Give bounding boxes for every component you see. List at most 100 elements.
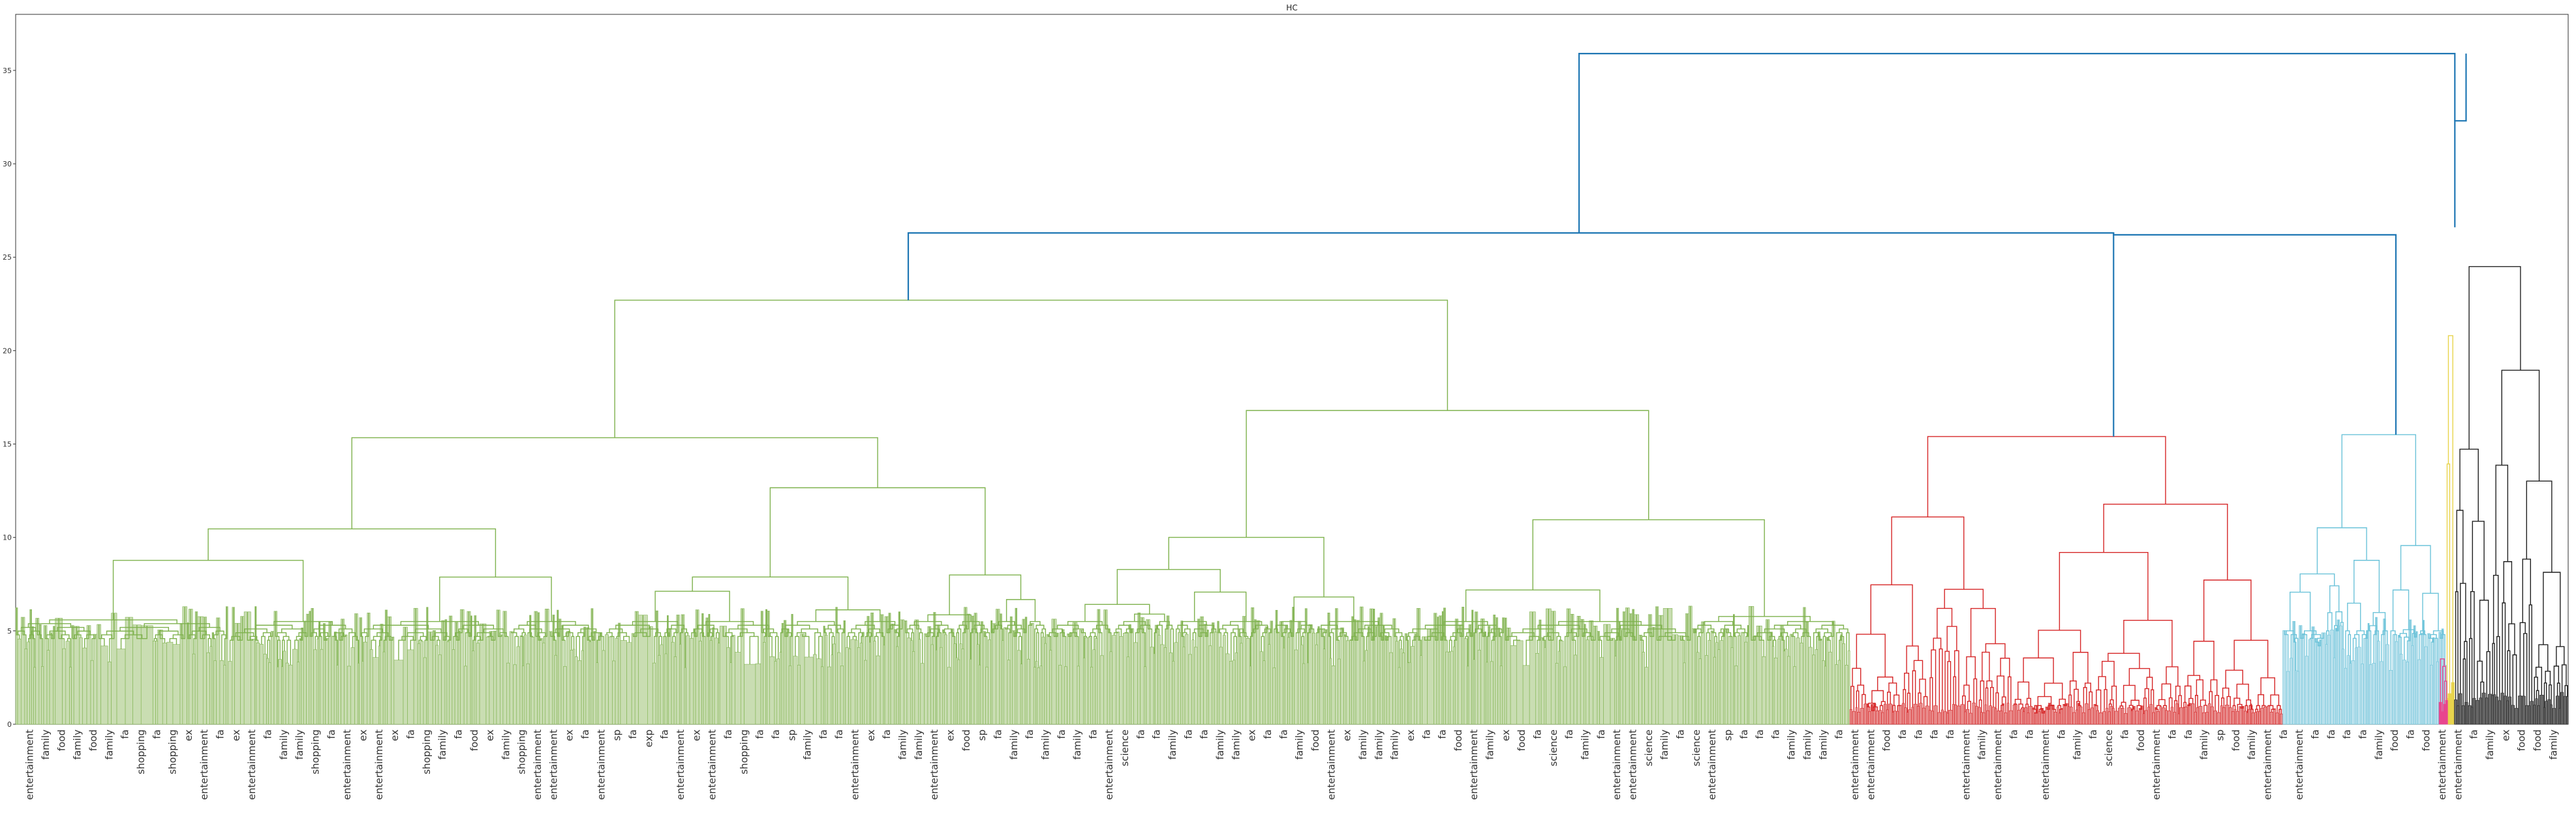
cluster-greenLRLRLLRLRL-leaf (800, 634, 805, 725)
cluster-greenRLLRLLRLLR-leaf (1182, 646, 1186, 725)
cluster-redLRRRLLL-branch (1978, 699, 1982, 713)
cluster-greenLRLLLRLRL-branch (672, 636, 676, 657)
cluster-greenRLRRRL-branch (1358, 628, 1372, 633)
cluster-greenLLRLLRLRR-branch (424, 607, 428, 658)
cluster-greenRRRLL-branch (1697, 624, 1711, 629)
cluster-greenRRLRLLLLR-branch (1512, 639, 1520, 646)
cluster-greenLRLLRLLRRR-leaf (703, 636, 707, 725)
cluster-greenRLLLRLL-branch (1118, 624, 1129, 629)
cluster-greenLLLRLRLRL-branch (281, 639, 285, 667)
cluster-greenLLLLLRLRRR-leaf (69, 667, 72, 725)
cluster-greenRRLRRRRLL-branch (1656, 606, 1662, 641)
leaf-label: family (500, 729, 512, 759)
cluster-greenLLLRLRRLLL-leaf (292, 649, 298, 725)
cluster-blackRRRRRRR-leaf (2566, 696, 2569, 725)
cluster-blackRRRRLL-leaf (2552, 708, 2556, 725)
cluster-blackRRRLLLR-branch (2536, 690, 2539, 706)
cluster-greenLRRRLRRLL-branch (1013, 608, 1017, 637)
cluster-greenRLLRRRRLR-leaf (1265, 626, 1268, 725)
cluster-greenRLRRR-branch (1364, 624, 1392, 629)
leaf-label: fa (2024, 729, 2036, 739)
cluster-greenRLRRLLLL-leaf (1315, 644, 1319, 725)
cluster-greenLLLRRLRRLR-leaf (325, 638, 329, 725)
cluster-blackRLLR-branch (2496, 636, 2500, 701)
cluster-redRLLRLRRRR-leaf (2079, 706, 2083, 725)
cluster-greenLLLRR-branch (318, 624, 346, 629)
cluster-greenLRLRLLRRL-leaf (813, 654, 817, 725)
cluster-greenLRRLRLL-branch (957, 628, 962, 644)
cluster-greenLRRLRRRRLL-leaf (983, 631, 986, 725)
cluster-blackRLRLL-leaf (2500, 692, 2504, 725)
cluster-cyanLLLRLLR-leaf (2301, 633, 2305, 725)
cluster-cyanLRL-branch (2347, 602, 2361, 631)
cluster-greenLRLLRRLRRL-leaf (744, 664, 756, 725)
cluster-greenLLRLLRRRRL-leaf (446, 641, 450, 725)
cluster-cyanLL-branch (2299, 573, 2335, 592)
cluster-greenLLRRLLRLR-leaf (522, 666, 525, 725)
cluster-greenLRRLRRLRR-leaf (976, 644, 979, 725)
cluster-greenLRLRLLRLLL-leaf (793, 656, 798, 725)
cluster-greenRRLRRRLRR-leaf (1651, 626, 1656, 725)
cluster-greenRRRLRRRRL-leaf (1744, 641, 1748, 725)
cluster-redLLLRRL-branch (1887, 692, 1891, 710)
cluster-greenLRLLLLLRLL-leaf (615, 637, 619, 725)
cluster-greenRRRRRRLR-branch (1839, 636, 1845, 644)
cluster-blackLLR-branch (2460, 583, 2466, 694)
cluster-greenRRRRLLRRL-leaf (1785, 649, 1788, 725)
leaf-label: sp (1722, 729, 1734, 741)
cluster-redRLRLLRLL-branch (2108, 703, 2112, 712)
cluster-greenRLRRLLRR-leaf (1325, 629, 1328, 725)
leaf-label: science (1643, 729, 1655, 766)
cluster-greenLLRRLRRR-branch (543, 609, 548, 643)
cluster-yellowL-branch (2446, 463, 2451, 699)
leaf-label: fa (579, 729, 591, 739)
cluster-greenRLLLRLR-branch (1140, 624, 1151, 629)
cluster-greenRLLLRLLLLR-leaf (1116, 632, 1120, 725)
cluster-greenRRRLRRLR-leaf (1737, 636, 1741, 725)
cluster-greenLLRRLR-branch (529, 628, 542, 633)
leaf-label: food (2135, 729, 2147, 751)
cluster-redLLRRLL-leaf (1911, 707, 1914, 725)
cluster-greenLRRLLLLLL-leaf (904, 621, 908, 725)
cluster-cyanLLRLLR-leaf (2327, 634, 2331, 725)
y-tick-label-6: 30 (3, 160, 12, 168)
cluster-cyanLRLRLLL-leaf (2351, 660, 2355, 725)
cluster-greenLRLLLRLLR-branch (667, 615, 671, 637)
leaf-label: ex (230, 729, 242, 741)
cluster-greenLLLRRRLR-branch (341, 634, 346, 641)
cluster-greenRLLLRLRR-branch (1147, 619, 1153, 647)
cluster-blackRRRLRLL-leaf (2543, 707, 2546, 725)
cluster-greenLLRLRRLRRR-leaf (493, 630, 497, 725)
cluster-redLLRRLR-leaf (1913, 703, 1918, 725)
cluster-greenLRRLLRLLL-branch (925, 626, 930, 637)
cluster-greenRLRLRRLR-leaf (1308, 624, 1313, 725)
cluster-redRLRLRRR-branch (2151, 689, 2154, 713)
cluster-cyanRLRRRR-leaf (2415, 631, 2418, 725)
cluster-greenRLLLRLRLRR-leaf (1144, 666, 1146, 725)
cluster-redLRRLLLR-leaf (1964, 711, 1967, 725)
leaf-label: entertainment (1103, 729, 1115, 800)
cluster-greenLRRRLRLRL-leaf (1007, 660, 1011, 725)
cluster-greenRRLLRRLLL-leaf (1486, 662, 1488, 725)
cluster-greenRLLRRLLLL-leaf (1217, 621, 1219, 725)
cluster-cyanLRRRLL-leaf (2379, 661, 2384, 725)
cluster-greenLRLRLRLRL-leaf (827, 666, 832, 725)
cluster-greenLLRLLLRLLR-leaf (372, 657, 379, 725)
cluster-greenRLLRRLLLR-leaf (1218, 647, 1223, 725)
cluster-redRRRLLL-branch (2221, 697, 2225, 708)
cluster-greenRLLRLLRLR-leaf (1184, 634, 1189, 725)
cluster-redRRRRLR-branch (2262, 705, 2266, 709)
cluster-greenLLLRRRLLRL-leaf (333, 632, 337, 725)
cluster-greenRLRRRRLR-branch (1386, 636, 1392, 653)
cluster-greenRLLLLRLLRR-leaf (1095, 638, 1098, 725)
cluster-greenLLRRLLRL-branch (520, 636, 524, 666)
cluster-greenLRLLLRLRLL-leaf (671, 641, 675, 725)
cluster-greenRLLLRLLLR-leaf (1119, 636, 1124, 725)
cluster-greenRLLRRLRLR-branch (1233, 636, 1237, 660)
cluster-greenLRRRLR-branch (1007, 624, 1022, 629)
cluster-red-branch (1927, 436, 2166, 517)
cluster-greenRRLLLLLLR-leaf (1409, 662, 1411, 725)
leaf-label: family (1167, 729, 1178, 759)
cluster-greenRRLRRLLLLR-leaf (1599, 657, 1604, 725)
cluster-greenRRLRRRRRL-branch (1680, 636, 1685, 663)
